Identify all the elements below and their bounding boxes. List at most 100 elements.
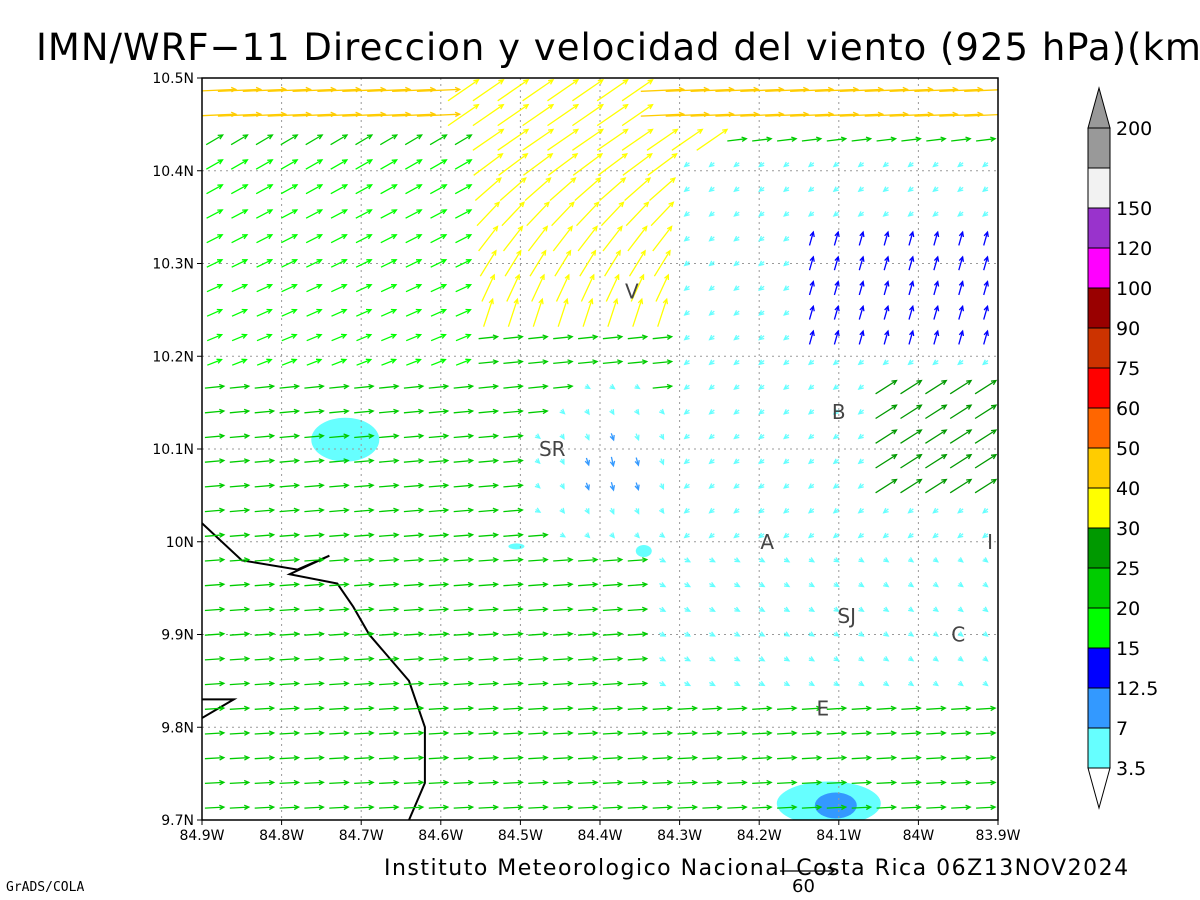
- wind-arrow-shaft: [429, 134, 447, 146]
- wind-arrow: [403, 458, 425, 464]
- wind-arrow-shaft: [403, 756, 423, 760]
- wind-arrow-shaft: [403, 484, 423, 488]
- wind-arrow-head: [741, 755, 748, 761]
- wind-arrow: [900, 453, 923, 469]
- wind-arrow: [528, 705, 549, 712]
- wind-arrow-shaft: [851, 806, 871, 809]
- wind-arrow-head: [783, 483, 790, 489]
- wind-arrow-shaft: [428, 583, 448, 587]
- wind-arrow-head: [343, 631, 350, 637]
- wind-arrow-shaft: [329, 657, 349, 661]
- wind-arrow-shaft: [529, 250, 547, 277]
- wind-arrow-shaft: [528, 534, 548, 537]
- wind-arrow: [355, 134, 374, 146]
- wind-arrow: [602, 656, 624, 662]
- wind-arrow: [553, 359, 574, 365]
- wind-arrow-head: [708, 409, 715, 415]
- wind-arrow-head: [391, 159, 399, 165]
- wind-arrow-head: [243, 730, 251, 736]
- wind-arrow-head: [492, 507, 500, 514]
- wind-arrow-head: [542, 606, 549, 613]
- wind-arrow-shaft: [900, 478, 922, 494]
- wind-arrow-shaft: [503, 410, 523, 414]
- wind-arrow-shaft: [304, 509, 324, 513]
- wind-arrow: [428, 383, 450, 390]
- wind-arrow: [876, 779, 898, 786]
- wind-arrow-head: [758, 409, 765, 415]
- wind-arrow: [758, 409, 765, 415]
- wind-arrow-shaft: [498, 153, 528, 176]
- wind-arrow-head: [684, 631, 692, 637]
- wind-arrow: [758, 334, 765, 341]
- wind-arrow: [355, 159, 374, 170]
- wind-arrow-head: [734, 680, 741, 687]
- wind-arrow: [204, 557, 226, 563]
- wind-arrow-shaft: [379, 134, 398, 146]
- wind-arrow: [833, 631, 840, 637]
- wind-arrow: [733, 161, 740, 168]
- wind-arrow-head: [368, 705, 375, 712]
- wind-arrow-shaft: [605, 274, 620, 302]
- wind-arrow-head: [293, 606, 301, 613]
- wind-arrow-shaft: [976, 732, 996, 735]
- wind-arrow-head: [791, 705, 798, 712]
- wind-arrow-head: [492, 581, 500, 588]
- wind-arrow: [677, 804, 699, 811]
- wind-arrow-head: [684, 681, 692, 687]
- wind-arrow: [559, 408, 566, 415]
- wind-arrow-shaft: [649, 177, 676, 201]
- wind-arrow: [907, 211, 914, 217]
- wind-arrow-head: [343, 458, 350, 464]
- wind-arrow-shaft: [652, 756, 672, 760]
- wind-arrow-shaft: [801, 138, 821, 142]
- wind-arrow-head: [982, 656, 989, 662]
- wind-arrow-head: [473, 79, 480, 85]
- wind-arrow-head: [840, 705, 848, 712]
- wind-arrow-head: [982, 532, 989, 539]
- wind-arrow: [405, 234, 423, 244]
- wind-arrow: [584, 482, 590, 491]
- wind-arrow: [354, 557, 375, 563]
- wind-arrow-shaft: [925, 429, 947, 444]
- wind-arrow-shaft: [304, 459, 324, 463]
- wind-arrow: [280, 134, 299, 146]
- wind-arrow-shaft: [727, 756, 747, 760]
- wind-arrow: [331, 284, 348, 293]
- colorbar-swatch: [1087, 447, 1111, 489]
- wind-arrow-shaft: [379, 410, 399, 414]
- wind-arrow-head: [643, 201, 650, 208]
- wind-arrow: [634, 433, 640, 442]
- wind-arrow-head: [890, 779, 898, 786]
- wind-arrow-head: [441, 134, 448, 140]
- wind-arrow-head: [733, 161, 740, 168]
- wind-arrow-shaft: [958, 281, 964, 296]
- wind-arrow-head: [390, 308, 398, 314]
- wind-arrow-shaft: [354, 633, 374, 636]
- wind-arrow-head: [840, 136, 848, 142]
- wind-arrow-head: [833, 680, 840, 687]
- wind-arrow-head: [267, 184, 274, 190]
- wind-arrow-shaft: [503, 484, 523, 488]
- wind-arrow-head: [467, 606, 475, 613]
- wind-arrow-shaft: [752, 806, 772, 809]
- wind-arrow-shaft: [405, 284, 422, 293]
- wind-arrow: [503, 359, 524, 365]
- wind-arrow-head: [684, 606, 692, 612]
- wind-arrow-head: [641, 557, 649, 563]
- wind-arrow-head: [316, 234, 324, 240]
- wind-arrow: [733, 557, 741, 563]
- wind-arrow: [379, 532, 400, 538]
- wind-arrow-head: [517, 656, 524, 662]
- wind-arrow-head: [708, 260, 715, 267]
- wind-arrow-shaft: [578, 806, 598, 809]
- wind-arrow-shaft: [876, 707, 896, 710]
- wind-arrow-shaft: [379, 682, 399, 686]
- wind-arrow: [596, 128, 629, 151]
- wind-arrow: [801, 804, 823, 811]
- y-tick-label: 10.1N: [152, 442, 194, 458]
- wind-arrow: [621, 79, 654, 102]
- wind-arrow: [851, 705, 873, 712]
- wind-arrow-shaft: [627, 226, 648, 252]
- wind-arrow-head: [884, 280, 890, 287]
- wind-arrow-head: [634, 508, 640, 515]
